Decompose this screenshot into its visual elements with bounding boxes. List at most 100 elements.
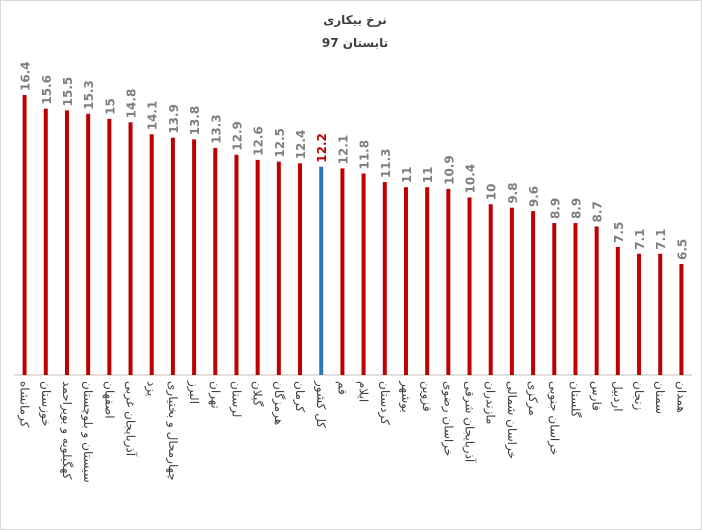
x-tick-label: کل کشور bbox=[313, 380, 328, 428]
bar bbox=[276, 161, 281, 375]
bar bbox=[86, 113, 91, 375]
bar bbox=[43, 108, 48, 375]
chart-title: نرخ بیکاری bbox=[323, 13, 387, 27]
bar bbox=[255, 159, 260, 375]
value-label: 15 bbox=[103, 98, 117, 115]
x-tick-label: چهارمحال و بختیاری bbox=[165, 381, 180, 481]
bar bbox=[192, 139, 197, 375]
value-label: 7.5 bbox=[612, 222, 626, 243]
value-label: 11 bbox=[421, 166, 435, 183]
x-tick-label: کردستان bbox=[377, 381, 392, 425]
x-tick-label: خوزستان bbox=[38, 381, 53, 427]
value-label: 8.9 bbox=[569, 198, 583, 219]
bar bbox=[340, 168, 345, 375]
x-tick-label: اصفهان bbox=[102, 381, 116, 419]
value-label: 13.8 bbox=[188, 106, 202, 136]
value-label: 12.4 bbox=[294, 130, 308, 160]
x-tick-label: گیلان bbox=[251, 381, 265, 407]
value-label: 10.4 bbox=[464, 164, 478, 194]
value-label: 9.6 bbox=[527, 186, 541, 207]
x-tick-label: گلستان bbox=[568, 381, 582, 418]
value-label: 7.1 bbox=[633, 229, 647, 250]
bar bbox=[637, 253, 642, 375]
bar bbox=[213, 147, 218, 375]
value-label: 9.8 bbox=[506, 182, 520, 203]
chart-subtitle: تابستان 97 bbox=[322, 36, 388, 50]
bar bbox=[234, 154, 239, 375]
bar bbox=[170, 137, 175, 375]
value-label: 15.5 bbox=[61, 77, 75, 107]
x-tick-label: هرمزگان bbox=[271, 381, 286, 425]
value-label: 16.4 bbox=[19, 61, 33, 91]
bar bbox=[107, 118, 112, 375]
x-tick-label: یزد bbox=[144, 381, 159, 396]
x-tick-label: همدان bbox=[674, 381, 688, 413]
x-tick-label: قم bbox=[335, 381, 349, 395]
x-tick-label: تهران bbox=[207, 381, 222, 409]
x-tick-label: فارس bbox=[589, 381, 604, 411]
value-label: 14.8 bbox=[125, 89, 139, 119]
value-label: 6.5 bbox=[675, 239, 689, 260]
value-label: 12.9 bbox=[230, 121, 244, 151]
x-tick-label: البرز bbox=[186, 380, 201, 404]
value-label: 14.1 bbox=[146, 101, 160, 131]
bar bbox=[573, 223, 578, 375]
x-tick-label: بوشهر bbox=[398, 380, 413, 413]
bar bbox=[488, 204, 493, 375]
value-label: 10 bbox=[485, 184, 499, 201]
x-tick-label: اردبیل bbox=[610, 381, 625, 412]
bar bbox=[425, 187, 430, 375]
x-tick-label: آذربایجان شرقی bbox=[462, 381, 478, 463]
bar bbox=[298, 163, 303, 375]
bar bbox=[467, 197, 472, 375]
value-label: 13.3 bbox=[209, 114, 223, 144]
bar bbox=[319, 166, 324, 375]
value-label: 15.3 bbox=[82, 80, 96, 110]
bar bbox=[509, 207, 514, 375]
value-label: 11.8 bbox=[358, 140, 372, 170]
bar bbox=[531, 211, 536, 375]
value-label: 7.1 bbox=[654, 229, 668, 250]
x-tick-label: مرکزی bbox=[525, 381, 540, 416]
value-label: 12.6 bbox=[252, 126, 266, 156]
x-tick-label: کرمان bbox=[292, 381, 307, 413]
x-tick-label: سمنان bbox=[653, 381, 667, 414]
value-label: 8.7 bbox=[591, 201, 605, 222]
x-tick-label: خراسان رضوی bbox=[440, 381, 455, 456]
value-label: 12.5 bbox=[273, 128, 287, 158]
bar bbox=[679, 264, 684, 375]
value-label: 10.9 bbox=[442, 155, 456, 185]
x-tick-label: خراسان شمالی bbox=[504, 381, 519, 459]
value-label: 11 bbox=[400, 166, 414, 183]
value-label: 12.1 bbox=[336, 135, 350, 165]
bar bbox=[22, 95, 27, 375]
x-tick-label: قزوین bbox=[419, 381, 434, 412]
value-label: 11.3 bbox=[379, 148, 393, 178]
bar bbox=[382, 182, 387, 375]
value-label: 15.6 bbox=[40, 75, 54, 105]
x-tick-label: کهگیلویه و بویراحمد bbox=[59, 381, 74, 480]
value-label: 13.9 bbox=[167, 104, 181, 134]
value-label: 12.2 bbox=[315, 133, 329, 163]
x-tick-label: ایلام bbox=[357, 381, 371, 402]
x-tick-label: خراسان جنوبی bbox=[546, 381, 561, 455]
bar bbox=[552, 223, 557, 375]
bar bbox=[615, 246, 620, 375]
bar bbox=[64, 110, 69, 376]
value-label: 8.9 bbox=[548, 198, 562, 219]
bar bbox=[594, 226, 599, 375]
bar bbox=[361, 173, 366, 375]
x-tick-label: سیستان و بلوچستان bbox=[80, 381, 95, 483]
x-tick-label: لرستان bbox=[228, 381, 243, 417]
x-tick-label: مازندران bbox=[483, 381, 498, 424]
bar bbox=[403, 187, 408, 375]
bar bbox=[149, 134, 154, 375]
x-tick-label: کرمانشاه bbox=[17, 381, 32, 428]
x-tick-label: زنجان bbox=[631, 381, 646, 411]
x-tick-label: آذربایجان غربی bbox=[123, 381, 139, 457]
bar bbox=[128, 122, 133, 375]
bar bbox=[446, 188, 451, 375]
bar bbox=[658, 253, 663, 375]
